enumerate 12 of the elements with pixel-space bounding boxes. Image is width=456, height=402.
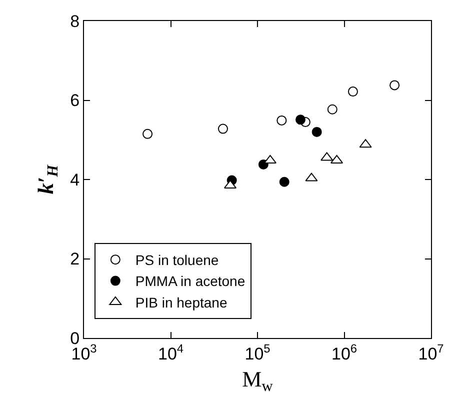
legend-label: PIB in heptane bbox=[135, 294, 228, 310]
x-tick-label: 10$^{7}$ bbox=[418, 341, 444, 364]
x-tick-label: 10$^{4}$ bbox=[158, 341, 184, 364]
y-tick-label: 8 bbox=[70, 12, 80, 31]
legend-label: PMMA in acetone bbox=[135, 273, 246, 290]
x-tick-label: 10$^{5}$ bbox=[244, 341, 271, 364]
legend-label: PS in toluene bbox=[135, 252, 219, 268]
x-tick-label: 10$^{6}$ bbox=[331, 341, 358, 364]
y-tick-label: 6 bbox=[70, 91, 80, 110]
y-tick-label: 4 bbox=[70, 170, 80, 190]
y-tick-label: 2 bbox=[70, 250, 80, 269]
x-axis-title: M$_{w}$ bbox=[242, 366, 274, 395]
